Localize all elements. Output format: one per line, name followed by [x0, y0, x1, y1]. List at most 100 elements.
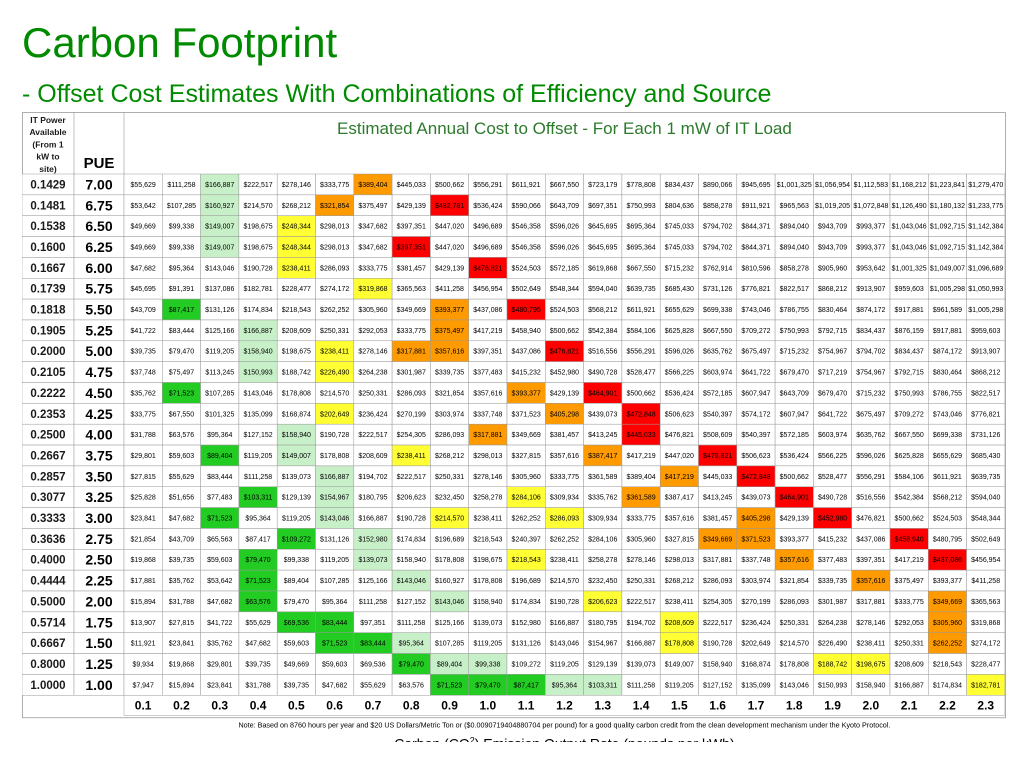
it-power-value: 0.6667 — [30, 638, 65, 650]
heatmap-cell-value: $91,391 — [169, 286, 194, 293]
heatmap-cell-value: $83,444 — [207, 474, 232, 481]
heatmap-cell-value: $417,219 — [473, 328, 502, 335]
heatmap-cell-value: $182,781 — [243, 286, 272, 293]
heatmap-cell-value: $99,338 — [169, 224, 194, 231]
it-power-value: 0.2500 — [30, 430, 65, 442]
x-tick-label: 1.8 — [786, 698, 803, 712]
heatmap-cell-value: $321,854 — [320, 203, 349, 210]
x-tick-label: 1.7 — [748, 698, 765, 712]
heatmap-cell-value: $63,576 — [399, 682, 424, 689]
heatmap-cell-value: $542,384 — [895, 495, 924, 502]
heatmap-cell-value: $286,093 — [550, 516, 579, 523]
heatmap-cell-value: $536,424 — [665, 390, 694, 397]
heatmap-cell-value: $371,523 — [512, 411, 541, 418]
it-power-value: 0.2667 — [30, 450, 65, 462]
heatmap-cell-value: $174,834 — [933, 682, 962, 689]
heatmap-cell-value: $417,219 — [626, 453, 655, 460]
heatmap-cell-value: $1,168,212 — [892, 182, 927, 189]
heatmap-cell-value: $794,702 — [856, 349, 885, 356]
x-tick-label: 0.9 — [441, 698, 458, 712]
heatmap-cell-value: $19,868 — [169, 661, 194, 668]
pue-value: 1.00 — [85, 677, 112, 693]
heatmap-cell-value: $858,278 — [703, 203, 732, 210]
pue-value: 1.25 — [85, 656, 112, 672]
heatmap-cell-value: $190,728 — [243, 265, 272, 272]
heatmap-cell-value: $13,907 — [130, 620, 155, 627]
heatmap-cell-value: $178,808 — [320, 453, 349, 460]
heatmap-cell-value: $397,351 — [397, 244, 426, 251]
heatmap-cell-value: $222,517 — [626, 599, 655, 606]
heatmap-cell-value: $166,887 — [205, 182, 234, 189]
heatmap-cell-value: $381,457 — [550, 432, 579, 439]
heatmap-cell-value: $413,245 — [703, 495, 732, 502]
heatmap-cell-value: $357,616 — [435, 349, 464, 356]
heatmap-cell-value: $961,589 — [933, 307, 962, 314]
heatmap-cell-value: $596,026 — [665, 349, 694, 356]
heatmap-cell-value: $107,285 — [205, 390, 234, 397]
heatmap-cell-value: $21,854 — [130, 536, 155, 543]
heatmap-cell-value: $143,046 — [243, 390, 272, 397]
heatmap-cell-value: $590,066 — [512, 203, 541, 210]
heatmap-cell-value: $89,404 — [437, 661, 462, 668]
heatmap-cell-value: $830,464 — [818, 307, 847, 314]
heatmap-cell-value: $868,212 — [818, 286, 847, 293]
heatmap-cell-value: $286,093 — [435, 432, 464, 439]
heatmap-cell-value: $119,205 — [474, 641, 503, 648]
heatmap-cell-value: $232,450 — [588, 578, 617, 585]
heatmap-cell-value: $270,199 — [397, 411, 426, 418]
heatmap-cell-value: $158,940 — [243, 349, 272, 356]
heatmap-cell-value: $429,139 — [435, 265, 464, 272]
heatmap-cell-value: $464,901 — [588, 390, 617, 397]
heatmap-cell-value: $111,258 — [244, 474, 272, 481]
heatmap-cell-value: $119,205 — [205, 349, 234, 356]
heatmap-cell-value: $298,013 — [665, 557, 694, 564]
heatmap-cell-value: $119,205 — [282, 516, 311, 523]
heatmap-cell-value: $39,735 — [169, 557, 194, 564]
heatmap-cell-value: $667,550 — [703, 328, 732, 335]
heatmap-cell-value: $250,331 — [358, 390, 387, 397]
x-tick-label: 0.1 — [135, 698, 152, 712]
heatmap-cell-value: $750,993 — [895, 390, 924, 397]
heatmap-cell-value: $335,762 — [588, 495, 617, 502]
heatmap-cell-value: $776,821 — [741, 286, 770, 293]
heatmap-cell-value: $868,212 — [971, 370, 1000, 377]
heatmap-cell-value: $393,377 — [435, 307, 464, 314]
heatmap-cell-value: $99,338 — [284, 557, 309, 564]
it-power-value: 0.2353 — [30, 409, 65, 421]
heatmap-cell-value: $51,656 — [169, 495, 194, 502]
heatmap-cell-value: $876,159 — [895, 328, 924, 335]
pue-value: 6.00 — [85, 260, 112, 276]
heatmap-cell-value: $11,921 — [131, 641, 156, 648]
heatmap-cell-value: $143,046 — [780, 682, 809, 689]
heatmap-cell-value: $745,033 — [665, 224, 694, 231]
heatmap-cell-value: $339,735 — [435, 370, 464, 377]
heatmap-cell-value: $429,139 — [550, 390, 579, 397]
heatmap-cell-value: $635,762 — [703, 349, 732, 356]
pue-value: 2.75 — [85, 531, 112, 547]
heatmap-cell-value: $572,185 — [780, 432, 809, 439]
heatmap-cell-value: $476,821 — [473, 265, 502, 272]
heatmap-cell-value: $298,013 — [473, 453, 502, 460]
heatmap-cell-value: $109,272 — [512, 661, 541, 668]
heatmap-cell-value: $834,437 — [856, 328, 885, 335]
heatmap-cell-value: $556,291 — [856, 474, 885, 481]
heatmap-cell-value: $139,073 — [282, 474, 311, 481]
heatmap-cell-value: $135,099 — [243, 411, 272, 418]
heatmap-cell-value: $107,285 — [167, 203, 196, 210]
heatmap-cell-value: $347,682 — [358, 244, 387, 251]
heatmap-cell-value: $858,278 — [780, 265, 809, 272]
heatmap-cell-value: $1,001,325 — [777, 182, 812, 189]
heatmap-cell-value: $178,808 — [780, 661, 809, 668]
heatmap-cell-value: $174,834 — [243, 307, 272, 314]
heatmap-cell-value: $679,470 — [818, 390, 847, 397]
heatmap-cell-value: $619,868 — [588, 265, 617, 272]
heatmap-cell-value: $119,205 — [550, 661, 579, 668]
heatmap-cell-value: $59,603 — [322, 661, 347, 668]
heatmap-cell-value: $717,219 — [818, 370, 847, 377]
heatmap-cell-value: $129,139 — [588, 661, 617, 668]
heatmap-cell-value: $125,166 — [435, 620, 464, 627]
heatmap-cell-value: $715,232 — [856, 390, 885, 397]
heatmap-cell-value: $41,722 — [130, 328, 155, 335]
heatmap-cell-value: $208,609 — [282, 328, 311, 335]
heatmap-cell-value: $447,020 — [435, 224, 464, 231]
